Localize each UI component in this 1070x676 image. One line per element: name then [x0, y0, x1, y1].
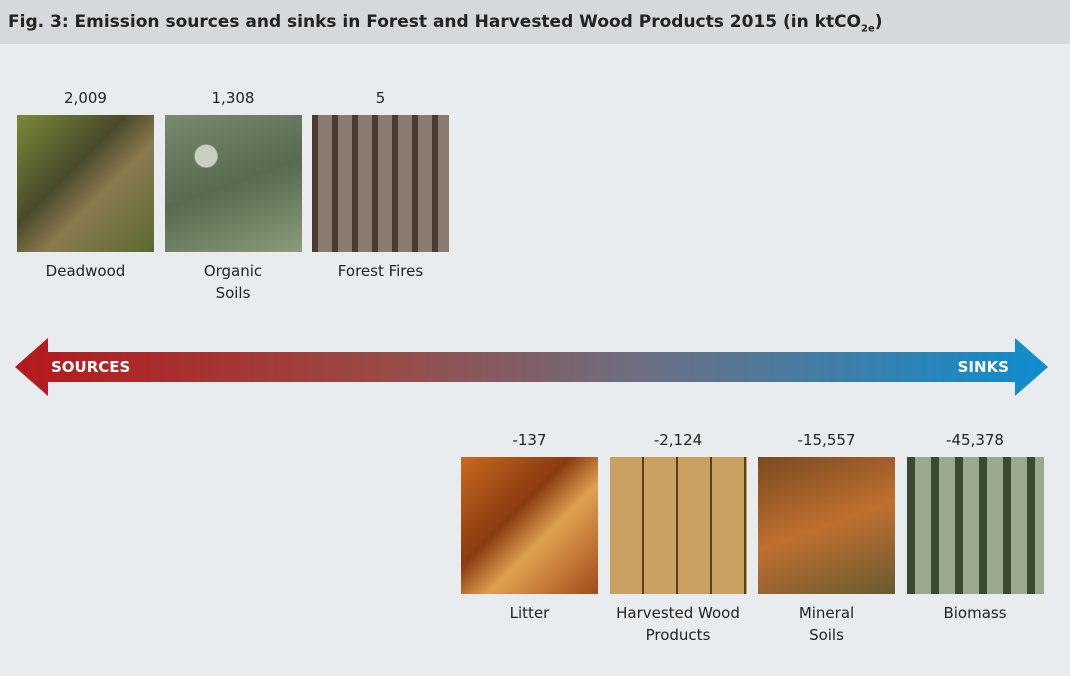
- value: -2,124: [610, 429, 747, 451]
- label: Biomass: [907, 602, 1044, 624]
- photo: [610, 457, 747, 594]
- title-text: Fig. 3: Emission sources and sinks in Fo…: [8, 12, 861, 32]
- label-line: Products: [610, 624, 747, 646]
- label-line: Forest Fires: [312, 260, 449, 282]
- photo: [165, 115, 302, 252]
- infographic: Fig. 3: Emission sources and sinks in Fo…: [0, 0, 1070, 676]
- value: -45,378: [907, 429, 1044, 451]
- label-line: Soils: [165, 282, 302, 304]
- label-line: Organic: [165, 260, 302, 282]
- value: 2,009: [17, 87, 154, 109]
- value: 5: [312, 87, 449, 109]
- title: Fig. 3: Emission sources and sinks in Fo…: [0, 0, 1070, 34]
- photo: [312, 115, 449, 252]
- item: 5 Forest Fires: [312, 87, 449, 282]
- photo: [907, 457, 1044, 594]
- label-line: Mineral: [758, 602, 895, 624]
- title-subscript: 2e: [861, 23, 875, 34]
- arrow-shape: [15, 338, 1048, 396]
- photo: [461, 457, 598, 594]
- sources-label: SOURCES: [51, 358, 130, 376]
- item: -137 Litter: [461, 429, 598, 624]
- label: Deadwood: [17, 260, 154, 282]
- sinks-label: SINKS: [958, 358, 1009, 376]
- photo: [758, 457, 895, 594]
- header: Fig. 3: Emission sources and sinks in Fo…: [0, 0, 1070, 44]
- label-line: Deadwood: [17, 260, 154, 282]
- label: Litter: [461, 602, 598, 624]
- sources-sinks-arrow: SOURCES SINKS: [15, 338, 1049, 396]
- label-line: Harvested Wood: [610, 602, 747, 624]
- label: Forest Fires: [312, 260, 449, 282]
- item: 2,009 Deadwood: [17, 87, 154, 282]
- value: -15,557: [758, 429, 895, 451]
- photo: [17, 115, 154, 252]
- value: 1,308: [165, 87, 302, 109]
- label-line: Biomass: [907, 602, 1044, 624]
- label-line: Litter: [461, 602, 598, 624]
- label-line: Soils: [758, 624, 895, 646]
- title-end: ): [875, 12, 883, 32]
- item: -45,378 Biomass: [907, 429, 1044, 624]
- value: -137: [461, 429, 598, 451]
